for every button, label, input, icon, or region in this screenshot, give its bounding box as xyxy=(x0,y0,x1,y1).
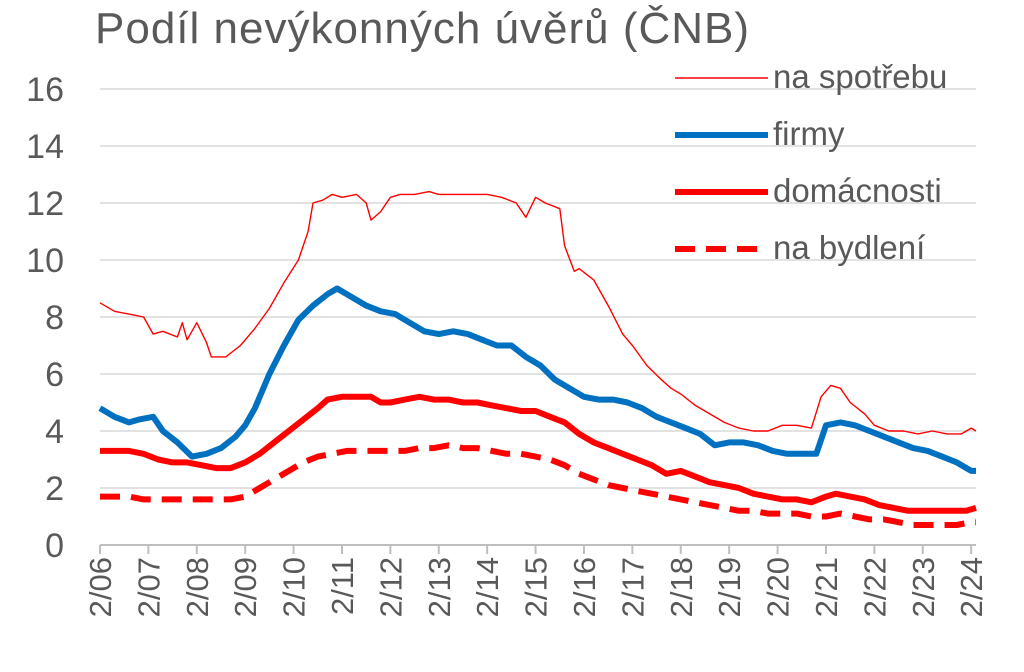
x-tick-label: 2/16 xyxy=(567,557,602,617)
x-tick-label: 2/15 xyxy=(519,557,554,617)
y-tick-label: 4 xyxy=(45,413,64,451)
gridlines xyxy=(100,88,976,489)
x-tick-label: 2/12 xyxy=(373,557,408,617)
x-tick-label: 2/18 xyxy=(664,557,699,617)
series-line-2 xyxy=(100,393,977,514)
legend-label: na spotřebu xyxy=(773,58,947,95)
y-tick-label: 12 xyxy=(26,185,64,223)
x-tick-label: 2/10 xyxy=(277,557,312,617)
series-lines xyxy=(98,190,977,528)
y-tick-label: 14 xyxy=(26,128,64,166)
legend: na spotřebu firmy domácnosti na bydlení xyxy=(675,58,947,266)
x-tick-label: 2/08 xyxy=(180,557,215,617)
x-tick-label: 2/24 xyxy=(954,557,989,617)
x-tick-label: 2/14 xyxy=(470,557,505,617)
x-tick-label: 2/09 xyxy=(228,557,263,617)
series-line-0 xyxy=(99,190,977,435)
series-line-1 xyxy=(98,285,976,474)
x-tick-label: 2/17 xyxy=(615,557,650,617)
x-tick-label: 2/23 xyxy=(906,557,941,617)
y-tick-label: 10 xyxy=(26,242,64,280)
y-tick-label: 2 xyxy=(45,470,64,508)
legend-label: na bydlení xyxy=(773,229,925,266)
y-tick-label: 6 xyxy=(45,356,64,394)
x-tick-label: 2/11 xyxy=(325,557,360,615)
x-tick-label: 2/22 xyxy=(857,557,892,617)
x-tick-label: 2/20 xyxy=(761,557,796,617)
series-line-3 xyxy=(100,442,976,528)
x-axis: 2/06 2/07 2/08 2/09 2/10 2/11 2/12 2/13 2/14 2/15… xyxy=(83,544,989,617)
x-tick-label: 2/07 xyxy=(131,557,166,617)
y-tick-label: 8 xyxy=(45,299,64,337)
legend-label: firmy xyxy=(773,115,845,152)
y-tick-label: 16 xyxy=(26,71,64,109)
x-tick-label: 2/13 xyxy=(422,557,457,617)
legend-label: domácnosti xyxy=(773,172,942,209)
y-tick-label: 0 xyxy=(45,527,64,565)
x-tick-label: 2/06 xyxy=(83,557,118,617)
x-tick-label: 2/19 xyxy=(712,557,747,617)
chart-title: Podíl nevýkonných úvěrů (ČNB) xyxy=(95,4,751,53)
y-axis-ticks: 0 2 4 6 8 10 12 14 16 xyxy=(26,71,64,565)
x-tick-label: 2/21 xyxy=(809,557,844,617)
